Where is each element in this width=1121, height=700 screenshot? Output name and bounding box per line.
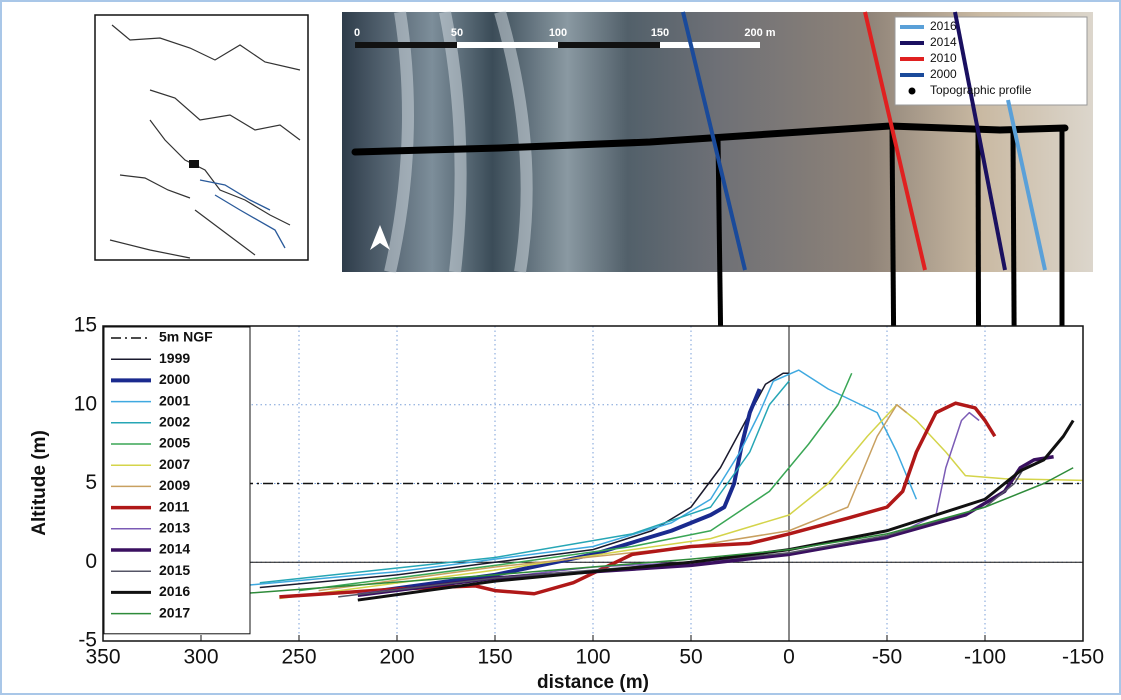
legend-label: 5m NGF — [159, 329, 213, 345]
legend-label: 1999 — [159, 350, 190, 366]
x-tick-label: 350 — [85, 646, 120, 669]
scale-label: 200 m — [744, 27, 775, 39]
legend-label: 2017 — [159, 604, 190, 620]
legend-label: 2005 — [159, 435, 190, 451]
legend-label: 2016 — [159, 583, 190, 599]
legend-label: 2001 — [159, 392, 190, 408]
scale-label: 50 — [451, 27, 463, 39]
x-tick-label: 300 — [183, 646, 218, 669]
legend: 5m NGF 1999 2000 2001 2002 2005 2007 2009 2011 20… — [104, 327, 250, 634]
x-tick-label: -100 — [964, 646, 1006, 669]
x-tick-label: 250 — [281, 646, 316, 669]
y-tick-label: 15 — [74, 314, 97, 337]
x-tick-label: 150 — [477, 646, 512, 669]
scale-label: 150 — [651, 27, 669, 39]
photo-legend-label: Topographic profile — [930, 83, 1032, 97]
legend-label: 2013 — [159, 520, 190, 536]
x-tick-label: 200 — [379, 646, 414, 669]
legend-label: 2011 — [159, 498, 190, 514]
photo-legend-label: 2000 — [930, 67, 957, 81]
legend-label: 2007 — [159, 456, 190, 472]
scale-label: 0 — [354, 27, 360, 39]
scale-label: 100 — [549, 27, 567, 39]
legend-label: 2015 — [159, 562, 190, 578]
legend-label: 2009 — [159, 477, 190, 493]
y-axis-label: Altitude (m) — [29, 430, 50, 536]
y-tick-label: 10 — [74, 392, 97, 415]
x-tick-label: -50 — [872, 646, 902, 669]
photo-legend-label: 2010 — [930, 51, 957, 65]
legend-label: 2000 — [159, 371, 190, 387]
map-inset — [95, 15, 308, 260]
x-tick-label: 0 — [783, 646, 795, 669]
y-tick-label: 5 — [85, 471, 97, 494]
x-tick-label: 50 — [679, 646, 702, 669]
y-tick-label: 0 — [85, 550, 97, 573]
photo-legend-label: 2016 — [930, 19, 957, 33]
figure: distance (m) Altitude (m) 2016 2014 2010 20… — [0, 0, 1121, 695]
x-axis-label: distance (m) — [537, 672, 649, 693]
legend-label: 2002 — [159, 414, 190, 430]
x-tick-label: -150 — [1062, 646, 1104, 669]
legend-label: 2014 — [159, 541, 190, 557]
photo-legend-label: 2014 — [930, 35, 957, 49]
x-tick-label: 100 — [575, 646, 610, 669]
photo-legend-swatch — [909, 88, 916, 95]
